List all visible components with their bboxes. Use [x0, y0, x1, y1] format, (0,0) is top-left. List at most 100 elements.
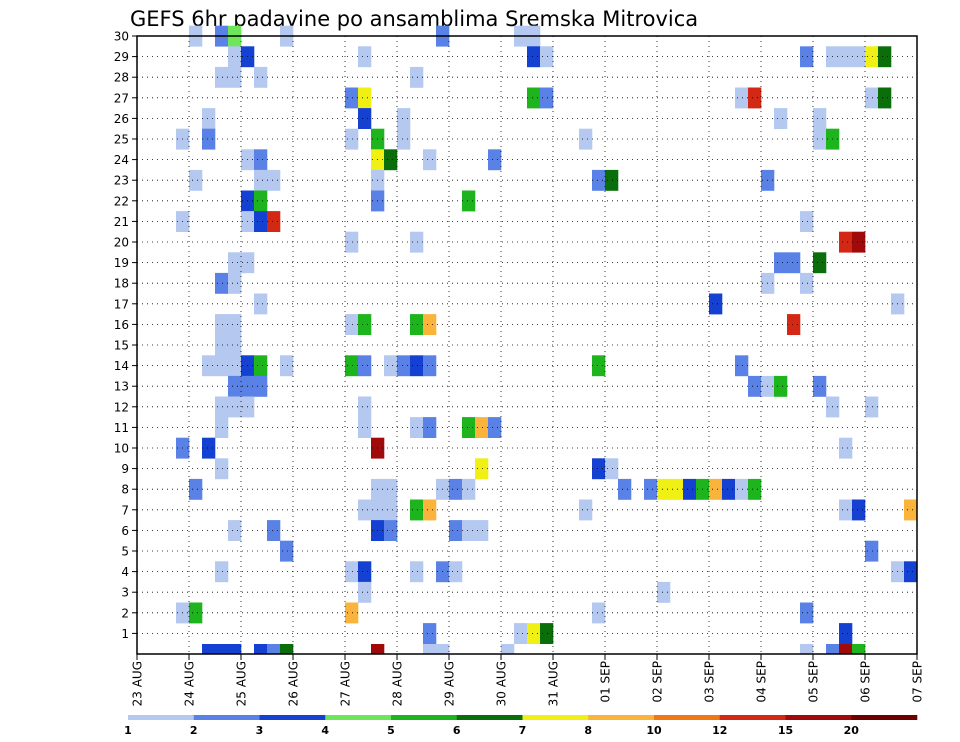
heatmap-cell	[748, 87, 762, 109]
heatmap-cell	[839, 499, 853, 521]
y-tick-label: 14	[114, 359, 129, 373]
heatmap-cell	[384, 520, 398, 541]
heatmap-cell	[410, 231, 424, 253]
heatmap-cell	[397, 355, 411, 377]
heatmap-cell	[501, 644, 515, 655]
heatmap-cell	[215, 314, 229, 335]
x-tick-label: 07 SEP	[911, 661, 925, 703]
heatmap-cell	[865, 46, 879, 68]
heatmap-cell	[410, 314, 424, 335]
y-tick-label: 8	[121, 483, 129, 497]
heatmap-cell	[592, 602, 606, 624]
heatmap-cell	[345, 231, 359, 253]
heatmap-cell	[787, 252, 801, 274]
heatmap-cell	[384, 478, 398, 500]
legend-swatch	[785, 715, 852, 720]
heatmap-cell	[254, 149, 268, 171]
heatmap-cell	[215, 334, 229, 356]
x-tick-label: 30 AUG	[495, 661, 509, 706]
heatmap-cell	[579, 499, 593, 521]
legend-label: 4	[321, 724, 329, 737]
heatmap-cell	[839, 623, 853, 644]
heatmap-cell	[527, 46, 541, 68]
heatmap-cell	[670, 478, 684, 500]
heatmap-cell	[852, 46, 866, 68]
heatmap-cell	[904, 499, 918, 521]
heatmap-cell	[215, 458, 229, 480]
x-tick-label: 24 AUG	[183, 661, 197, 706]
legend-swatch	[851, 715, 918, 720]
legend-label: 20	[844, 724, 860, 737]
y-tick-label: 7	[121, 503, 129, 517]
legend-swatch	[193, 715, 260, 720]
heatmap-cell	[592, 355, 606, 377]
heatmap-cell	[540, 623, 554, 644]
heatmap-cell	[228, 46, 242, 68]
heatmap-cell	[852, 499, 866, 521]
heatmap-cell	[410, 417, 424, 438]
heatmap-cell	[423, 149, 437, 171]
heatmap-cell	[254, 375, 268, 397]
heatmap-cell	[215, 644, 229, 655]
heatmap-cell	[254, 355, 268, 377]
heatmap-cell	[449, 561, 463, 583]
heatmap-cell	[657, 581, 671, 603]
heatmap-cell	[215, 272, 229, 294]
heatmap-cell	[215, 561, 229, 583]
y-tick-label: 17	[114, 297, 129, 311]
x-tick-label: 03 SEP	[703, 661, 717, 703]
heatmap-cell	[189, 169, 203, 191]
y-tick-label: 6	[121, 524, 129, 538]
legend-swatch	[259, 715, 326, 720]
heatmap-cell	[410, 561, 424, 583]
y-tick-label: 26	[114, 112, 129, 126]
heatmap-cell	[449, 478, 463, 500]
y-tick-label: 5	[121, 545, 129, 559]
heatmap-cell	[852, 231, 866, 253]
y-tick-label: 2	[121, 606, 129, 620]
x-tick-label: 31 AUG	[547, 661, 561, 706]
heatmap-cell	[813, 108, 827, 129]
heatmap-cell	[358, 108, 372, 129]
legend-label: 1	[124, 724, 132, 737]
y-axis: 1234567891011121314151617181920212223242…	[114, 30, 137, 641]
heatmap-cell	[410, 355, 424, 377]
legend-label: 15	[778, 724, 793, 737]
heatmap-cell	[358, 417, 372, 438]
heatmap-cell	[813, 375, 827, 397]
heatmap-cell	[202, 108, 216, 129]
x-tick-label: 06 SEP	[859, 661, 873, 703]
y-tick-label: 1	[121, 627, 129, 641]
heatmap-cell	[462, 478, 476, 500]
heatmap-cell	[410, 66, 424, 88]
heatmap-cell	[878, 87, 892, 109]
heatmap-cell	[345, 87, 359, 109]
heatmap-cell	[358, 87, 372, 109]
y-tick-label: 3	[121, 586, 129, 600]
y-tick-label: 11	[114, 421, 129, 435]
y-tick-label: 9	[121, 462, 129, 476]
heatmap-cell	[527, 623, 541, 644]
y-tick-label: 28	[114, 71, 129, 85]
heatmap-cell	[358, 46, 372, 68]
legend-swatch	[325, 715, 392, 720]
heatmap-cell	[865, 87, 879, 109]
heatmap-cell	[358, 561, 372, 583]
heatmap-cell	[228, 375, 242, 397]
heatmap-cell	[618, 478, 632, 500]
heatmap-cell	[215, 396, 229, 418]
heatmap-cell	[735, 478, 749, 500]
heatmap-cell	[462, 417, 476, 438]
x-tick-label: 23 AUG	[131, 661, 145, 706]
legend-label: 10	[646, 724, 662, 737]
heatmap-cell	[215, 66, 229, 88]
heatmap-cell	[774, 252, 788, 274]
y-tick-label: 25	[114, 133, 129, 147]
y-tick-label: 4	[121, 565, 129, 579]
heatmap-cell	[683, 478, 697, 500]
heatmap-cell	[865, 396, 879, 418]
x-tick-label: 27 AUG	[339, 661, 353, 706]
heatmap-cell	[202, 644, 216, 655]
heatmap-cell	[345, 314, 359, 335]
legend-label: 5	[387, 724, 395, 737]
